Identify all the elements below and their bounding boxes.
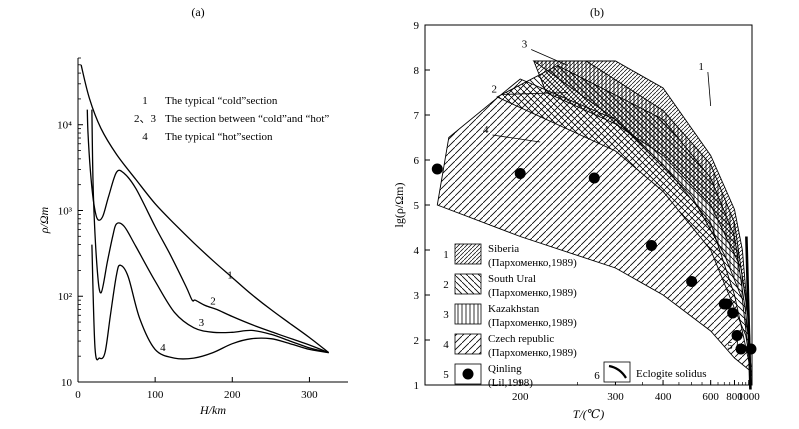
y-tick-label: 10⁴ (57, 120, 72, 132)
legend-swatch-6 (603, 361, 631, 383)
panel-b-field-labels: 1 2 3 4 5 (483, 39, 739, 352)
legend-number-5: 5 (443, 369, 449, 381)
qinling-point (645, 240, 657, 251)
curve-label-4: 4 (160, 342, 166, 354)
legend-swatch-2 (454, 273, 482, 295)
legend-number-3: 4 (142, 131, 148, 143)
y-tick-label: 6 (414, 155, 420, 167)
legend-swatch-1 (454, 243, 482, 265)
legend-text-2: The section between “cold”and “hot” (165, 113, 329, 125)
legend-number-1: 1 (142, 95, 148, 107)
y-tick-label: 9 (414, 20, 420, 32)
y-tick-label: 4 (414, 245, 420, 257)
qinling-point (721, 298, 733, 310)
y-tick-label: 5 (414, 200, 420, 212)
y-tick-label: 3 (414, 290, 420, 302)
legend-eclogite-line (608, 364, 627, 379)
qinling-point (731, 330, 743, 341)
panel-a-axes: 0 100 200 300 10 10² 10³ 10⁴ H/km ρ/Ωm (37, 57, 348, 417)
legend-number-4: 4 (443, 339, 449, 351)
leader-line-4 (492, 134, 541, 143)
panel-a-label: (a) (191, 5, 204, 19)
field-label-3: 3 (522, 39, 528, 51)
leader-line-2 (501, 92, 568, 95)
panel-a-legend: 1 The typical “cold”section 2、3 The section… (134, 95, 329, 143)
y-tick-label: 10² (58, 291, 73, 303)
legend-source-1: (Пархоменко,1989) (488, 257, 577, 269)
panel-b-legend: 1 Siberia (Пархоменко,1989) 2 South Ural (Пар… (443, 243, 706, 389)
legend-text-3: The typical “hot”section (165, 131, 273, 143)
field-label-4: 4 (483, 124, 489, 136)
legend-name-3: Kazakhstan (488, 303, 540, 315)
legend-number-6: 6 (594, 370, 600, 382)
x-tick-label: 0 (75, 389, 81, 401)
legend-name-2: South Ural (488, 273, 536, 285)
field-label-1: 1 (698, 61, 704, 73)
curve-label-3: 3 (199, 317, 205, 329)
legend-number-3: 3 (443, 309, 449, 321)
legend-qinling-marker (462, 368, 474, 380)
y-tick-label: 7 (414, 110, 420, 122)
x-tick-label: 800 (726, 391, 743, 403)
legend-source-2: (Пархоменко,1989) (488, 287, 577, 299)
y-tick-label: 10³ (58, 205, 73, 217)
field-label-2: 2 (492, 84, 498, 96)
x-tick-label: 300 (301, 389, 318, 401)
qinling-point (735, 343, 747, 355)
curve-1 (80, 64, 330, 354)
legend-swatch-3 (454, 303, 482, 325)
x-axis-label: T/(℃) (573, 407, 604, 421)
y-tick-label: 1 (414, 380, 420, 392)
legend-name-5: Qinling (488, 363, 522, 375)
legend-swatch-4 (454, 333, 482, 355)
x-tick-label: 200 (224, 389, 241, 401)
x-tick-label: 1000 (738, 391, 761, 403)
legend-source-3: (Пархоменко,1989) (488, 317, 577, 329)
curve-3 (91, 109, 329, 354)
x-axis-label: H/km (199, 403, 226, 417)
field-label-5: 5 (727, 340, 733, 352)
x-tick-label: 600 (702, 391, 719, 403)
legend-source-5: (Lil,1998) (488, 377, 533, 389)
y-tick-label: 8 (414, 65, 420, 77)
legend-source-4: (Пархоменко,1989) (488, 347, 577, 359)
leader-line-1 (707, 71, 712, 107)
qinling-point (686, 276, 698, 287)
legend-number-2: 2、3 (134, 113, 156, 125)
y-axis-label: ρ/Ωm (37, 206, 51, 234)
leader-line-3 (531, 49, 568, 66)
x-tick-label: 400 (655, 391, 672, 403)
panel-b-label: (b) (590, 5, 604, 19)
legend-name-6: Eclogite solidus (636, 368, 707, 380)
qinling-point (727, 307, 739, 319)
y-axis-label: lg(ρ/Ωm) (392, 183, 406, 228)
legend-number-2: 2 (443, 279, 449, 291)
legend-name-4: Czech republic (488, 333, 554, 345)
eclogite-solidus-line (745, 236, 752, 390)
curve-2 (86, 109, 329, 354)
y-tick-label: 2 (414, 335, 420, 347)
panel-a-resistivity-depth: (a) 0 100 200 300 10 10² 10³ 10⁴ H/km ρ/Ωm 1 23 4 1… (37, 5, 348, 417)
qinling-point (588, 172, 600, 184)
legend-name-1: Siberia (488, 243, 519, 255)
qinling-point (745, 343, 757, 355)
curve-label-1: 1 (227, 270, 233, 282)
curve-4 (91, 244, 329, 361)
x-tick-label: 300 (607, 391, 624, 403)
leader-line-5 (736, 337, 739, 352)
panel-a-curves: 1 23 4 (80, 64, 330, 361)
qinling-point (514, 168, 526, 179)
y-tick-label: 10 (61, 377, 73, 389)
x-tick-label: 200 (512, 391, 529, 403)
legend-text-1: The typical “cold”section (165, 95, 278, 107)
panel-b-qinling-points (431, 163, 757, 355)
legend-number-1: 1 (443, 249, 449, 261)
x-tick-label: 100 (147, 389, 164, 401)
curve-label-2: 2 (210, 296, 216, 308)
panel-b-fields (436, 60, 752, 390)
qinling-point (431, 163, 443, 175)
